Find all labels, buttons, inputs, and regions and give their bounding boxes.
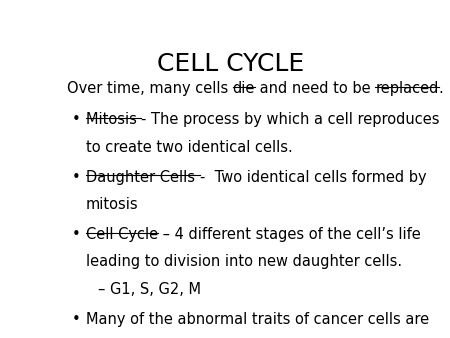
Text: CELL CYCLE: CELL CYCLE [157,52,304,76]
Text: -  Two identical cells formed by: - Two identical cells formed by [199,170,426,185]
Text: - The process by which a cell reproduces: - The process by which a cell reproduces [141,112,440,127]
Text: mitosis: mitosis [86,197,139,212]
Text: Daughter Cells: Daughter Cells [86,170,199,185]
Text: to create two identical cells.: to create two identical cells. [86,140,292,155]
Text: Over time, many cells: Over time, many cells [67,81,233,96]
Text: Cell Cycle: Cell Cycle [86,227,158,242]
Text: Many of the abnormal traits of cancer cells are: Many of the abnormal traits of cancer ce… [86,312,429,327]
Text: •: • [72,112,81,127]
Text: – G1, S, G2, M: – G1, S, G2, M [98,282,201,297]
Text: Mitosis: Mitosis [86,112,141,127]
Text: leading to division into new daughter cells.: leading to division into new daughter ce… [86,255,402,269]
Text: •: • [72,170,81,185]
Text: •: • [72,312,81,327]
Text: and need to be: and need to be [255,81,375,96]
Text: – 4 different stages of the cell’s life: – 4 different stages of the cell’s life [158,227,421,242]
Text: •: • [72,227,81,242]
Text: replaced: replaced [375,81,439,96]
Text: .: . [439,81,443,96]
Text: die: die [233,81,255,96]
